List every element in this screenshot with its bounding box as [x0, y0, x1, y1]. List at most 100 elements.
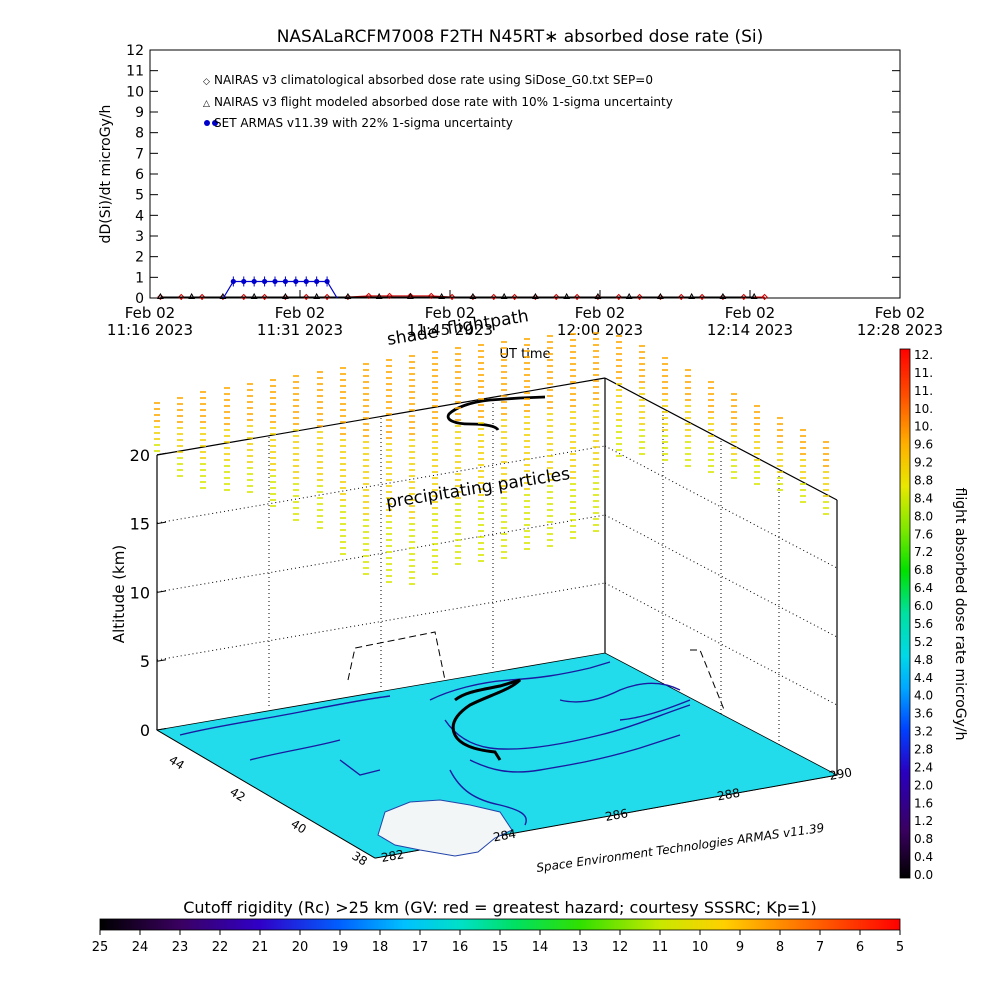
nairas-clim-point	[761, 293, 768, 301]
plot-frame	[149, 49, 901, 299]
credit-label: Space Environment Technologies ARMAS v11…	[535, 821, 825, 875]
nairas-clim-point	[511, 293, 518, 301]
dose-color-label: flight absorbed dose rate microGy/h	[952, 488, 968, 741]
dose-color-tick-label: 8.0	[914, 509, 933, 523]
dose-color-tick-label: 5.6	[914, 617, 933, 631]
nairas-flight-point	[407, 292, 414, 299]
altitude-tick-label: 0	[140, 721, 150, 740]
dose-color-tick-label: 3.2	[914, 725, 933, 739]
nairas-clim-point	[448, 293, 456, 301]
y-tick-label: 11	[126, 64, 144, 80]
shadow-right	[690, 649, 726, 713]
dose-color-ticks: 12. 11. 11. 10. 10. 9.6 9.2 8.8 8.4 8.0 7.6 7.2 6.8 6…	[914, 348, 933, 882]
altitude-tick-label: 15	[130, 515, 150, 534]
legend-marker-nairas-flight: △	[203, 99, 210, 109]
nairas-clim-point	[240, 293, 247, 301]
latitude-tick-label: 38	[349, 849, 369, 869]
nairas-clim-point	[428, 292, 435, 300]
cutoff-tick-label: 13	[572, 940, 589, 955]
x-tick-date: Feb 02	[425, 304, 475, 322]
flight-3d-view: shade flightpath precipitating particles…	[110, 306, 853, 875]
nairas-clim-point	[636, 293, 643, 301]
coastline-7	[559, 682, 681, 703]
y-tick-label: 9	[135, 105, 144, 121]
dose-color-tick-label: 6.0	[914, 599, 933, 613]
nairas-clim-point	[698, 293, 706, 301]
coastline-3	[469, 734, 681, 773]
cutoff-rigidity-title: Cutoff rigidity (Rc) >25 km (GV: red = g…	[183, 898, 817, 917]
coastlines	[179, 661, 691, 826]
legend-entry-nairas-flight: NAIRAS v3 flight modeled absorbed dose r…	[214, 95, 673, 109]
dose-color-tick-label: 4.0	[914, 689, 933, 703]
dotted-grid	[156, 398, 838, 745]
armas-series-line	[222, 280, 338, 299]
shadow-back	[347, 631, 446, 681]
y-tick-label: 12	[126, 43, 144, 59]
cutoff-tick-label: 5	[896, 940, 904, 955]
legend-marker-armas-2	[212, 120, 218, 126]
chart-title: NASALaRCFM7008 F2TH N45RT∗ absorbed dose…	[277, 27, 764, 47]
annotation-shade: shade	[386, 322, 440, 350]
x-tick-time: 12:28 2023	[857, 321, 943, 339]
dose-color-tick-label: 6.8	[914, 563, 933, 577]
longitude-tick-label: 288	[716, 786, 741, 804]
longitude-ticks: 282 284 286 288 290	[380, 765, 853, 865]
nairas-flight-point	[282, 292, 289, 299]
nairas-flight-point	[657, 292, 664, 299]
altitude-tick-label: 10	[130, 583, 150, 602]
dose-color-tick-label: 1.6	[914, 796, 933, 810]
armas-point	[282, 278, 289, 285]
altitude-ticks: 0 5 10 15 20	[130, 446, 167, 740]
nairas-clim-point	[365, 292, 372, 300]
y-tick-label: 4	[135, 208, 144, 224]
altitude-tick-mark	[156, 590, 167, 593]
altitude-tick-mark	[156, 521, 167, 525]
cutoff-tick-label: 6	[856, 940, 864, 955]
nairas-clim-point	[615, 293, 622, 301]
dose-color-tick-label: 12.	[914, 348, 933, 362]
nairas-clim-point	[261, 293, 268, 301]
cutoff-tick-label: 8	[776, 940, 784, 955]
dose-color-tick-label: 2.0	[914, 778, 933, 792]
coastline-2	[444, 704, 691, 750]
latitude-tick-label: 40	[288, 817, 308, 837]
dose-color-tick-label: 10.	[914, 402, 933, 416]
nairas-flight-point	[594, 292, 602, 299]
nairas-flight-point	[188, 292, 196, 299]
nairas-flight-point	[344, 292, 352, 299]
armas-point	[272, 278, 278, 285]
ground-track	[451, 678, 522, 761]
nairas-flight-point	[563, 292, 571, 299]
nairas-flight-point	[438, 292, 446, 299]
altitude-tick-mark	[156, 452, 167, 456]
armas-point	[241, 278, 247, 285]
dose-color-tick-label: 2.4	[914, 760, 933, 774]
dose-color-tick-label: 9.6	[914, 438, 933, 452]
x-tick-time: 12:14 2023	[707, 321, 793, 339]
x-tick-date: Feb 02	[125, 304, 175, 322]
dose-color-tick-label: 0.8	[914, 832, 933, 846]
nairas-flight-point	[688, 292, 696, 299]
cutoff-ticks: 25 24 23 22 21 20 19 18 17 16 15 14 13 12 11 10 9 8 7 6 5	[92, 930, 904, 955]
x-tick-date: Feb 02	[575, 304, 625, 322]
cutoff-tick-label: 18	[372, 940, 389, 955]
dose-color-scale	[899, 348, 911, 879]
altitude-tick-label: 5	[140, 652, 150, 671]
coastline-6	[249, 739, 341, 761]
cutoff-tick-label: 15	[492, 940, 509, 955]
legend: ◇ NAIRAS v3 climatological absorbed dose…	[203, 73, 673, 130]
nairas-flight-point	[750, 292, 758, 299]
nairas-flight-point	[500, 292, 508, 299]
cutoff-tick-label: 7	[816, 940, 824, 955]
cutoff-tick-label: 9	[736, 940, 744, 955]
y-tick-label: 5	[135, 188, 144, 204]
x-tick-date: Feb 02	[725, 304, 775, 322]
nairas-clim-point	[553, 293, 560, 301]
y-tick-label: 6	[135, 167, 144, 183]
nairas-clim-point	[678, 293, 685, 301]
nairas-clim-point	[178, 293, 185, 301]
armas-point	[303, 278, 309, 285]
top-dose-chart: NASALaRCFM7008 F2TH N45RT∗ absorbed dose…	[98, 27, 943, 362]
